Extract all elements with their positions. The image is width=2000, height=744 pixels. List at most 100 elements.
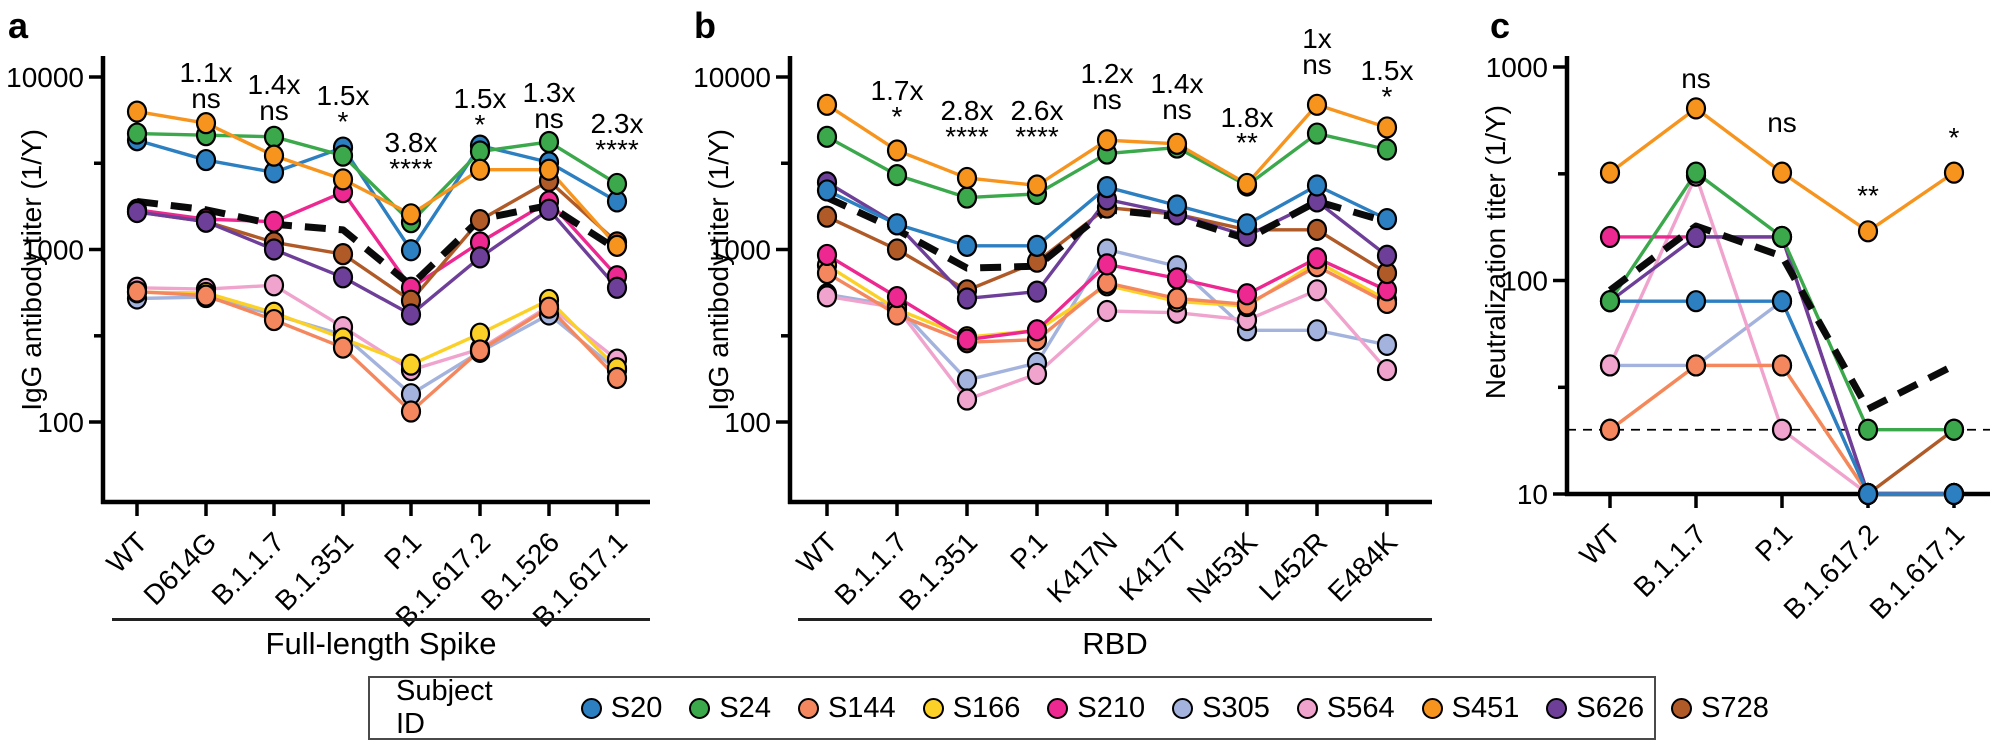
series-line-S305 — [1610, 299, 1954, 496]
legend-label: S564 — [1326, 691, 1395, 724]
data-point — [1306, 247, 1328, 270]
data-point — [1599, 161, 1621, 184]
annotation-sig: * — [1949, 122, 1960, 153]
data-point — [400, 400, 422, 423]
data-point — [332, 243, 354, 266]
data-point — [1599, 225, 1621, 249]
annotation-fold: 1.1x — [180, 57, 233, 88]
series-line-S20 — [136, 138, 618, 252]
annotation-sig: ns — [1767, 107, 1797, 138]
data-point — [538, 296, 560, 319]
data-point — [956, 234, 978, 257]
annotation-sig: **** — [595, 134, 639, 165]
data-point — [332, 144, 354, 167]
series-line-S20 — [1610, 299, 1954, 496]
annotation-fold: 1.5x — [1361, 55, 1414, 86]
data-point — [886, 285, 908, 309]
annotation-sig: ** — [1857, 180, 1879, 211]
data-point — [816, 285, 838, 308]
data-point — [195, 112, 217, 135]
panel-b-letter: b — [694, 5, 716, 46]
legend-label: S451 — [1451, 691, 1520, 724]
data-point — [1166, 132, 1188, 155]
legend-label: S24 — [719, 691, 771, 724]
data-point — [816, 243, 838, 267]
panel-c-y-axis-title: Neutralization titer (1/Y) — [1480, 105, 1511, 400]
series-line-S451 — [136, 109, 619, 247]
annotation-fold: 1.4x — [1151, 68, 1204, 99]
spike-group-label: Full-length Spike — [265, 626, 497, 661]
data-point — [469, 246, 491, 269]
legend-dot-icon — [1421, 697, 1443, 719]
legend-item-S451: S451 — [1421, 691, 1520, 725]
data-point — [1306, 319, 1328, 342]
rbd-group-underline — [798, 618, 1432, 621]
x-category-label: WT — [101, 526, 154, 579]
data-point — [1096, 271, 1118, 295]
data-point — [1306, 93, 1328, 116]
data-point — [400, 303, 422, 326]
annotation-fold: 1.5x — [454, 83, 507, 114]
data-point — [1771, 225, 1793, 249]
annotation-sig: * — [892, 101, 903, 132]
data-point — [1599, 354, 1621, 377]
data-point — [1376, 244, 1398, 267]
data-point — [332, 168, 354, 191]
x-category-label: WT — [791, 526, 844, 579]
data-point — [956, 388, 978, 411]
data-point — [400, 203, 422, 226]
annotation-sig: ns — [259, 95, 289, 126]
x-category-label: P.1 — [378, 526, 427, 575]
x-category-label: N453K — [1181, 526, 1264, 609]
y-tick-label: 1000 — [709, 235, 771, 266]
data-point — [1599, 290, 1621, 313]
data-point — [469, 158, 491, 181]
data-point — [1376, 333, 1398, 356]
data-point — [1166, 267, 1188, 290]
data-point — [263, 144, 285, 167]
series-line-S144 — [136, 289, 619, 414]
legend-item-S564: S564 — [1296, 691, 1395, 725]
annotation-fold: 2.6x — [1011, 95, 1064, 126]
data-point — [1943, 161, 1965, 184]
annotation-sig: ns — [534, 103, 564, 134]
y-tick-label: 100 — [724, 407, 771, 438]
legend-label: S166 — [952, 691, 1021, 724]
legend-title: Subject ID — [396, 675, 493, 740]
data-point — [1026, 319, 1048, 342]
data-point — [606, 366, 628, 390]
y-tick-label: 10000 — [6, 62, 84, 93]
legend-label: S210 — [1077, 691, 1146, 724]
annotation-fold: 1.8x — [1221, 102, 1274, 133]
data-point — [1376, 138, 1398, 161]
data-point — [1096, 253, 1118, 276]
data-point — [538, 130, 560, 154]
spike-group-underline — [112, 618, 650, 621]
data-point — [816, 205, 838, 228]
legend-label: S728 — [1701, 691, 1769, 724]
legend-items: S20 S24 S144 S166 S210 S305 S564 S451 S626 S728 — [580, 691, 1769, 725]
data-point — [1943, 482, 1965, 506]
data-point — [1376, 358, 1398, 382]
legend-label: S626 — [1576, 691, 1645, 724]
data-point — [956, 166, 978, 190]
data-point — [1026, 362, 1048, 386]
data-point — [263, 274, 285, 297]
x-category-label: B.1.351 — [269, 526, 359, 616]
x-category-label: D614G — [138, 526, 223, 611]
data-point — [816, 93, 838, 116]
annotation-fold: 1.3x — [523, 77, 576, 108]
data-point — [1096, 129, 1118, 152]
x-category-label: E484K — [1322, 526, 1404, 608]
annotation-sig: ns — [191, 83, 221, 114]
data-point — [1096, 299, 1118, 323]
data-point — [816, 125, 838, 148]
legend-label: S20 — [610, 691, 663, 724]
data-point — [1771, 418, 1793, 441]
legend-item-S144: S144 — [797, 692, 896, 725]
annotation-fold: 1x — [1302, 23, 1332, 54]
data-point — [816, 179, 838, 202]
annotation-fold: 2.3x — [591, 108, 644, 139]
legend-dot-icon — [1172, 697, 1194, 719]
